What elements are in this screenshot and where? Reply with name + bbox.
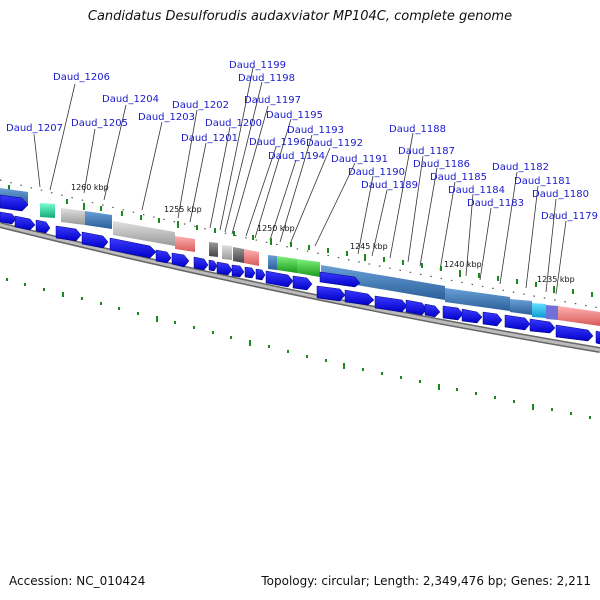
gene-arrow[interactable]: [14, 215, 36, 231]
gene-label[interactable]: Daud_1205: [71, 118, 128, 129]
gene-label[interactable]: Daud_1187: [398, 146, 455, 157]
gene-arrow[interactable]: [109, 237, 157, 259]
gene-label[interactable]: Daud_1203: [138, 112, 195, 123]
gene-label[interactable]: Daud_1182: [492, 162, 549, 173]
gene-arrow[interactable]: [171, 252, 190, 268]
feature-bar[interactable]: [175, 236, 195, 252]
gene-arrow[interactable]: [292, 275, 313, 291]
gene-arrow[interactable]: [255, 268, 266, 281]
gene-arrow[interactable]: [442, 305, 464, 321]
gene-label[interactable]: Daud_1197: [244, 95, 301, 106]
kbp-scale: 1260 kbp 1255 kbp 1250 kbp 1245 kbp 1240…: [8, 183, 593, 297]
gene-arrow[interactable]: [405, 299, 428, 316]
feature-bar[interactable]: [558, 306, 600, 326]
gene-arrow[interactable]: [81, 231, 109, 249]
feature-bar[interactable]: [268, 255, 277, 270]
gene-arrow[interactable]: [0, 211, 17, 225]
gene-arrow[interactable]: [193, 256, 209, 271]
feature-bar[interactable]: [532, 303, 546, 318]
feature-bar[interactable]: [209, 242, 218, 257]
gene-arrow[interactable]: [155, 249, 172, 264]
feature-bar[interactable]: [277, 256, 297, 273]
backbone: [0, 179, 600, 353]
gene-label[interactable]: Daud_1191: [331, 154, 388, 165]
gene-label[interactable]: Daud_1185: [430, 172, 487, 183]
gene-label[interactable]: Daud_1192: [306, 138, 363, 149]
gene-arrow[interactable]: [265, 270, 294, 288]
kbp-label: 1250 kbp: [257, 224, 295, 233]
gene-label[interactable]: Daud_1180: [532, 189, 589, 200]
feature-bar[interactable]: [61, 208, 85, 225]
gene-arrow[interactable]: [424, 303, 441, 318]
feature-bar[interactable]: [40, 203, 55, 218]
leader-lines: [33, 67, 567, 295]
gene-arrow[interactable]: [316, 285, 346, 302]
outer-tick-ring: [6, 278, 591, 419]
gene-arrow[interactable]: [231, 264, 245, 278]
gene-label[interactable]: Daud_1179: [541, 211, 598, 222]
gene-arrow[interactable]: [504, 314, 531, 331]
gene-arrow[interactable]: [529, 318, 556, 334]
feature-bar[interactable]: [233, 247, 244, 263]
gene-arrow[interactable]: [0, 194, 29, 212]
gene-label[interactable]: Daud_1206: [53, 72, 110, 83]
feature-bar[interactable]: [445, 288, 510, 311]
kbp-label: 1255 kbp: [164, 205, 202, 214]
feature-bar[interactable]: [85, 211, 112, 229]
gene-label[interactable]: Daud_1201: [181, 133, 238, 144]
kbp-label: 1260 kbp: [71, 183, 109, 192]
gene-arrow[interactable]: [374, 295, 408, 313]
kbp-ticks: [8, 185, 593, 297]
gene-label[interactable]: Daud_1200: [205, 118, 262, 129]
gene-labels: Daud_1207 Daud_1206 Daud_1205 Daud_1204 …: [6, 60, 598, 222]
feature-bar[interactable]: [222, 245, 232, 260]
gene-label[interactable]: Daud_1202: [172, 100, 229, 111]
gene-label[interactable]: Daud_1199: [229, 60, 286, 71]
gene-arrow[interactable]: [35, 219, 51, 234]
gene-arrow[interactable]: [208, 259, 218, 272]
genome-summary-text: Topology: circular; Length: 2,349,476 bp…: [261, 574, 591, 588]
gene-arrow[interactable]: [461, 308, 483, 324]
gene-label[interactable]: Daud_1207: [6, 123, 63, 134]
feature-bar[interactable]: [321, 265, 445, 300]
gene-label[interactable]: Daud_1183: [467, 198, 524, 209]
gene-arrow[interactable]: [244, 266, 256, 279]
gene-arrow[interactable]: [555, 324, 594, 342]
feature-track: [0, 188, 600, 326]
gene-arrow[interactable]: [482, 311, 503, 327]
gene-arrow[interactable]: [344, 289, 375, 306]
gene-label[interactable]: Daud_1181: [514, 176, 571, 187]
gene-label[interactable]: Daud_1194: [268, 151, 325, 162]
gene-label[interactable]: Daud_1190: [348, 167, 405, 178]
feature-bar[interactable]: [297, 259, 320, 277]
feature-bar[interactable]: [510, 299, 532, 315]
feature-bar[interactable]: [113, 221, 175, 246]
gene-arrow[interactable]: [595, 330, 600, 345]
gene-label[interactable]: Daud_1186: [413, 159, 470, 170]
kbp-label: 1235 kbp: [537, 275, 575, 284]
kbp-label: 1245 kbp: [350, 242, 388, 251]
gene-label[interactable]: Daud_1196: [249, 137, 306, 148]
gene-arrow-track: [0, 194, 600, 345]
gene-label[interactable]: Daud_1189: [361, 180, 418, 191]
gene-label[interactable]: Daud_1204: [102, 94, 159, 105]
gene-arrow[interactable]: [319, 271, 361, 288]
gene-label[interactable]: Daud_1195: [266, 110, 323, 121]
gene-label[interactable]: Daud_1184: [448, 185, 505, 196]
gene-arrow[interactable]: [55, 225, 82, 242]
gene-arrow[interactable]: [216, 261, 233, 276]
gene-label[interactable]: Daud_1198: [238, 73, 295, 84]
map-title: Candidatus Desulforudis audaxviator MP10…: [87, 9, 513, 24]
kbp-label: 1240 kbp: [444, 260, 482, 269]
gene-label[interactable]: Daud_1193: [287, 125, 344, 136]
accession-text: Accession: NC_010424: [9, 574, 146, 588]
gene-label[interactable]: Daud_1188: [389, 124, 446, 135]
feature-bar[interactable]: [546, 305, 558, 320]
feature-bar[interactable]: [244, 249, 259, 266]
